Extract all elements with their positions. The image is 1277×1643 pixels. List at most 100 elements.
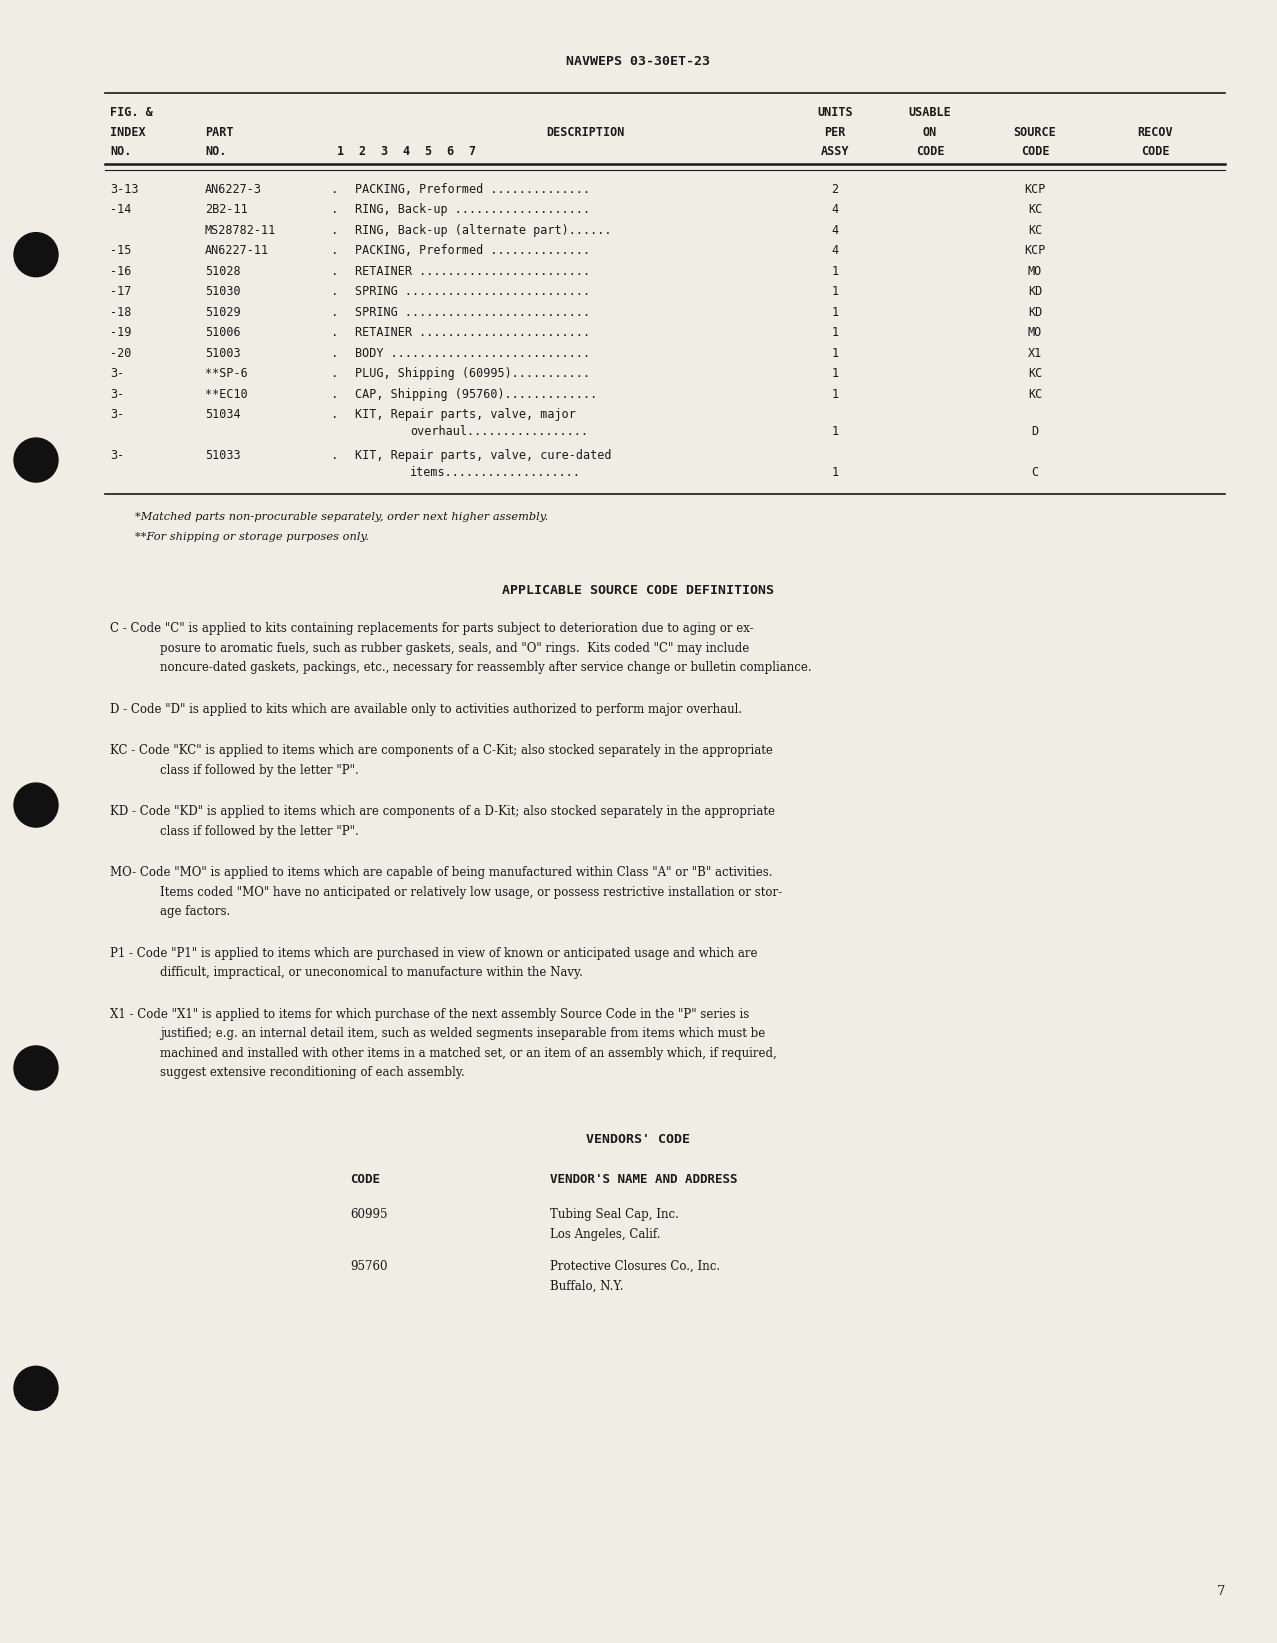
Text: VENDORS' CODE: VENDORS' CODE [586, 1132, 691, 1145]
Text: .: . [331, 325, 338, 338]
Text: 1: 1 [831, 467, 839, 478]
Text: 1: 1 [831, 366, 839, 380]
Text: 3-: 3- [110, 366, 124, 380]
Text: .: . [331, 245, 338, 256]
Text: INDEX: INDEX [110, 125, 146, 138]
Text: KC: KC [1028, 223, 1042, 237]
Text: D: D [1032, 426, 1038, 437]
Text: KC - Code "KC" is applied to items which are components of a C-Kit; also stocked: KC - Code "KC" is applied to items which… [110, 744, 773, 757]
Text: 1: 1 [831, 426, 839, 437]
Text: -16: -16 [110, 265, 132, 278]
Text: 6: 6 [447, 145, 453, 158]
Text: 3-13: 3-13 [110, 182, 138, 196]
Text: 95760: 95760 [350, 1260, 387, 1272]
Text: .: . [331, 407, 338, 421]
Text: -15: -15 [110, 245, 132, 256]
Text: C: C [1032, 467, 1038, 478]
Text: suggest extensive reconditioning of each assembly.: suggest extensive reconditioning of each… [160, 1066, 465, 1079]
Text: P1 - Code "P1" is applied to items which are purchased in view of known or antic: P1 - Code "P1" is applied to items which… [110, 946, 757, 960]
Text: 3-: 3- [110, 407, 124, 421]
Text: KD: KD [1028, 284, 1042, 297]
Text: KD: KD [1028, 306, 1042, 319]
Circle shape [14, 784, 57, 826]
Text: 3-: 3- [110, 449, 124, 462]
Text: MO: MO [1028, 325, 1042, 338]
Circle shape [14, 233, 57, 276]
Text: **For shipping or storage purposes only.: **For shipping or storage purposes only. [135, 532, 369, 542]
Circle shape [14, 439, 57, 481]
Text: machined and installed with other items in a matched set, or an item of an assem: machined and installed with other items … [160, 1047, 776, 1060]
Text: X1: X1 [1028, 347, 1042, 360]
Text: 1: 1 [831, 347, 839, 360]
Text: .: . [331, 182, 338, 196]
Text: ASSY: ASSY [821, 145, 849, 158]
Text: 1: 1 [831, 325, 839, 338]
Text: APPLICABLE SOURCE CODE DEFINITIONS: APPLICABLE SOURCE CODE DEFINITIONS [503, 583, 774, 596]
Text: AN6227-3: AN6227-3 [206, 182, 262, 196]
Text: C - Code "C" is applied to kits containing replacements for parts subject to det: C - Code "C" is applied to kits containi… [110, 623, 753, 634]
Text: 1: 1 [831, 265, 839, 278]
Circle shape [14, 1367, 57, 1410]
Text: KIT, Repair parts, valve, major: KIT, Repair parts, valve, major [355, 407, 576, 421]
Text: Items coded "MO" have no anticipated or relatively low usage, or possess restric: Items coded "MO" have no anticipated or … [160, 886, 782, 899]
Text: .: . [331, 347, 338, 360]
Text: 60995: 60995 [350, 1208, 387, 1221]
Text: RING, Back-up (alternate part)......: RING, Back-up (alternate part)...... [355, 223, 612, 237]
Text: 51006: 51006 [206, 325, 240, 338]
Text: .: . [331, 388, 338, 401]
Text: .: . [331, 223, 338, 237]
Text: 3-: 3- [110, 388, 124, 401]
Text: KC: KC [1028, 366, 1042, 380]
Text: PER: PER [825, 125, 845, 138]
Text: Buffalo, N.Y.: Buffalo, N.Y. [550, 1280, 623, 1293]
Text: NAVWEPS 03-30ET-23: NAVWEPS 03-30ET-23 [567, 54, 710, 67]
Text: 5: 5 [424, 145, 432, 158]
Text: 51028: 51028 [206, 265, 240, 278]
Text: KD - Code "KD" is applied to items which are components of a D-Kit; also stocked: KD - Code "KD" is applied to items which… [110, 805, 775, 818]
Text: RETAINER ........................: RETAINER ........................ [355, 265, 590, 278]
Text: 4: 4 [831, 223, 839, 237]
Text: CODE: CODE [350, 1173, 381, 1186]
Text: RECOV: RECOV [1138, 125, 1172, 138]
Text: 1: 1 [831, 306, 839, 319]
Text: 4: 4 [831, 245, 839, 256]
Text: 1: 1 [831, 284, 839, 297]
Text: 51003: 51003 [206, 347, 240, 360]
Text: 4: 4 [831, 204, 839, 215]
Text: CODE: CODE [916, 145, 944, 158]
Text: -20: -20 [110, 347, 132, 360]
Text: Protective Closures Co., Inc.: Protective Closures Co., Inc. [550, 1260, 720, 1272]
Text: 3: 3 [381, 145, 387, 158]
Text: justified; e.g. an internal detail item, such as welded segments inseparable fro: justified; e.g. an internal detail item,… [160, 1027, 765, 1040]
Text: KCP: KCP [1024, 245, 1046, 256]
Text: Tubing Seal Cap, Inc.: Tubing Seal Cap, Inc. [550, 1208, 679, 1221]
Circle shape [14, 1047, 57, 1089]
Text: PLUG, Shipping (60995)...........: PLUG, Shipping (60995)........... [355, 366, 590, 380]
Text: .: . [331, 366, 338, 380]
Text: -14: -14 [110, 204, 132, 215]
Text: 1: 1 [831, 388, 839, 401]
Text: **SP-6: **SP-6 [206, 366, 248, 380]
Text: **EC10: **EC10 [206, 388, 248, 401]
Text: DESCRIPTION: DESCRIPTION [545, 125, 624, 138]
Text: 51029: 51029 [206, 306, 240, 319]
Text: MO- Code "MO" is applied to items which are capable of being manufactured within: MO- Code "MO" is applied to items which … [110, 866, 773, 879]
Text: 51034: 51034 [206, 407, 240, 421]
Text: posure to aromatic fuels, such as rubber gaskets, seals, and "O" rings.  Kits co: posure to aromatic fuels, such as rubber… [160, 641, 750, 654]
Text: NO.: NO. [110, 145, 132, 158]
Text: PACKING, Preformed ..............: PACKING, Preformed .............. [355, 182, 590, 196]
Text: 1: 1 [336, 145, 344, 158]
Text: 7: 7 [1217, 1585, 1225, 1599]
Text: MO: MO [1028, 265, 1042, 278]
Text: overhaul.................: overhaul................. [410, 426, 589, 437]
Text: MS28782-11: MS28782-11 [206, 223, 276, 237]
Text: CODE: CODE [1140, 145, 1170, 158]
Text: Los Angeles, Calif.: Los Angeles, Calif. [550, 1227, 660, 1240]
Text: 51030: 51030 [206, 284, 240, 297]
Text: 51033: 51033 [206, 449, 240, 462]
Text: D - Code "D" is applied to kits which are available only to activities authorize: D - Code "D" is applied to kits which ar… [110, 703, 742, 715]
Text: X1 - Code "X1" is applied to items for which purchase of the next assembly Sourc: X1 - Code "X1" is applied to items for w… [110, 1007, 750, 1020]
Text: -17: -17 [110, 284, 132, 297]
Text: .: . [331, 284, 338, 297]
Text: 7: 7 [469, 145, 475, 158]
